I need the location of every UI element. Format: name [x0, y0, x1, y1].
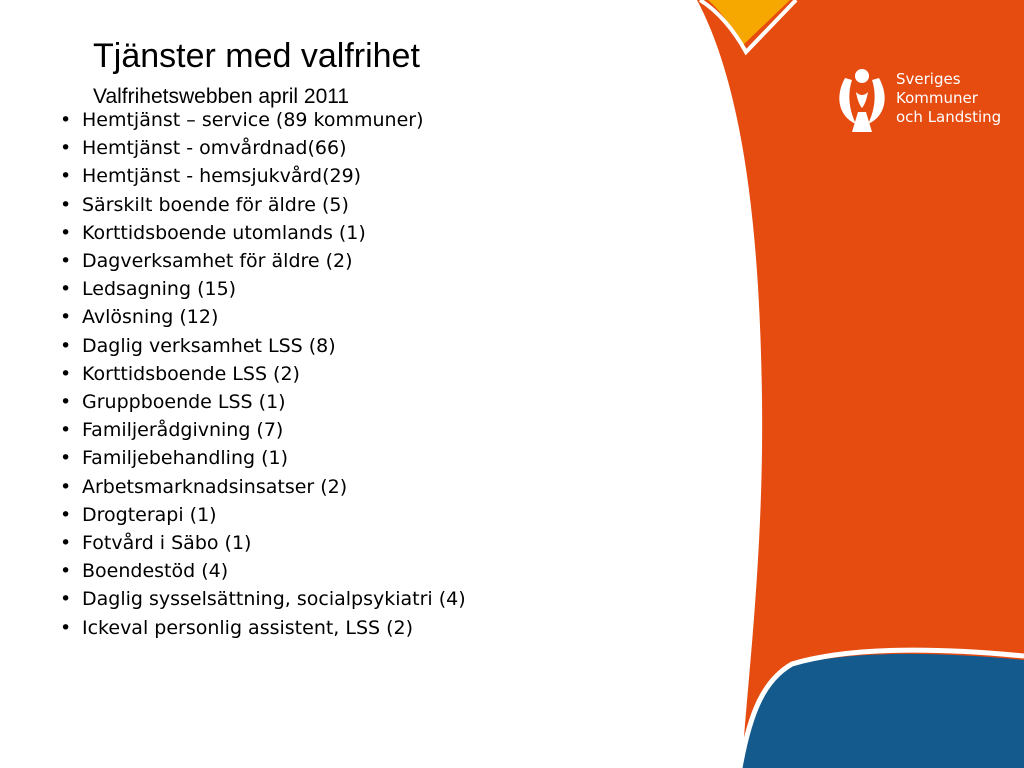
logo-line-1: Sveriges: [896, 70, 961, 88]
bullet: •: [60, 250, 72, 273]
list-item: • Dagverksamhet för äldre (2): [60, 247, 466, 275]
list-item-text: Korttidsboende LSS (2): [82, 362, 300, 385]
list-item: • Ickeval personlig assistent, LSS (2): [60, 614, 466, 642]
list-item-text: Familjerådgivning (7): [82, 419, 284, 442]
list-item: • Hemtjänst – service (89 kommuner): [60, 106, 466, 134]
list-item-text: Fotvård i Säbo (1): [82, 532, 252, 555]
bullet: •: [60, 560, 72, 583]
logo-line-3: och Landsting: [896, 108, 1002, 126]
list-item: • Familjebehandling (1): [60, 444, 466, 472]
list-item: • Gruppboende LSS (1): [60, 388, 466, 416]
bullet: •: [60, 334, 72, 357]
bullet: •: [60, 532, 72, 555]
list-item-text: Drogterapi (1): [82, 503, 217, 526]
list-item: • Hemtjänst - hemsjukvård(29): [60, 162, 466, 190]
logo-line-2: Kommuner: [896, 89, 978, 107]
page-title: Tjänster med valfrihet: [93, 37, 420, 75]
bullet: •: [60, 193, 72, 216]
list-item-text: Familjebehandling (1): [82, 447, 289, 470]
list-item: • Korttidsboende utomlands (1): [60, 219, 466, 247]
list-item: • Ledsagning (15): [60, 275, 466, 303]
list-item-text: Dagverksamhet för äldre (2): [82, 250, 353, 273]
white-separator-curve-bottom: [737, 647, 1024, 768]
list-item-text: Hemtjänst - omvårdnad(66): [82, 137, 347, 160]
bullet: •: [60, 278, 72, 301]
list-item: • Särskilt boende för äldre (5): [60, 191, 466, 219]
list-item-text: Avlösning (12): [82, 306, 219, 329]
list-item: • Daglig verksamhet LSS (8): [60, 332, 466, 360]
bullet: •: [60, 616, 72, 639]
logo-wordmark: Sveriges Kommuner och Landsting: [896, 70, 1001, 127]
list-item: • Arbetsmarknadsinsatser (2): [60, 473, 466, 501]
bullet: •: [60, 447, 72, 470]
list-item-text: Ickeval personlig assistent, LSS (2): [82, 616, 414, 639]
service-list: • Hemtjänst – service (89 kommuner) • Hemt…: [60, 106, 466, 642]
bullet: •: [60, 391, 72, 414]
list-item: • Drogterapi (1): [60, 501, 466, 529]
list-item: • Avlösning (12): [60, 303, 466, 331]
list-item: • Korttidsboende LSS (2): [60, 360, 466, 388]
list-item: • Familjerådgivning (7): [60, 416, 466, 444]
bullet: •: [60, 588, 72, 611]
bullet: •: [60, 109, 72, 131]
list-item-text: Arbetsmarknadsinsatser (2): [82, 475, 348, 498]
yellow-wedge: [708, 0, 790, 46]
list-item: • Fotvård i Säbo (1): [60, 529, 466, 557]
list-item: • Boendestöd (4): [60, 557, 466, 585]
page-subtitle: Valfrihetswebben april 2011: [93, 85, 350, 108]
list-item-text: Hemtjänst - hemsjukvård(29): [82, 165, 362, 188]
list-item: • Daglig sysselsättning, socialpsykiatri …: [60, 585, 466, 613]
bullet: •: [60, 221, 72, 244]
list-item-text: Hemtjänst – service (89 kommuner): [82, 109, 424, 131]
skl-figure-logo-icon: [839, 69, 885, 132]
bullet: •: [60, 419, 72, 442]
orange-swoosh: [697, 0, 1024, 768]
bullet: •: [60, 137, 72, 160]
list-item-text: Daglig sysselsättning, socialpsykiatri (…: [82, 588, 466, 611]
bullet: •: [60, 503, 72, 526]
bullet: •: [60, 362, 72, 385]
list-item-text: Boendestöd (4): [82, 560, 229, 583]
list-item-text: Ledsagning (15): [82, 278, 237, 301]
bullet: •: [60, 165, 72, 188]
bullet: •: [60, 306, 72, 329]
list-item: • Hemtjänst - omvårdnad(66): [60, 134, 466, 162]
list-item-text: Gruppboende LSS (1): [82, 391, 286, 414]
list-item-text: Korttidsboende utomlands (1): [82, 221, 366, 244]
blue-wedge: [742, 653, 1024, 768]
white-separator-curve-top: [698, 0, 798, 56]
list-item-text: Daglig verksamhet LSS (8): [82, 334, 336, 357]
list-item-text: Särskilt boende för äldre (5): [82, 193, 349, 216]
bullet: •: [60, 475, 72, 498]
